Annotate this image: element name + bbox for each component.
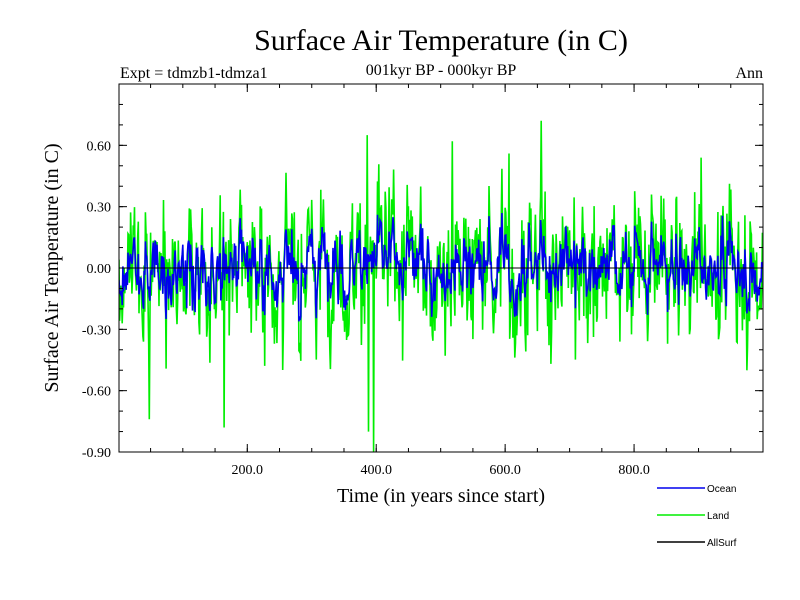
y-tick-label: -0.90 xyxy=(82,446,111,461)
plot-area xyxy=(119,120,763,452)
y-tick-label: -0.60 xyxy=(82,385,111,400)
x-tick-label: 600.0 xyxy=(489,463,521,478)
x-tick-label: 200.0 xyxy=(232,463,264,478)
y-tick-label: -0.30 xyxy=(82,323,111,338)
legend-label-allsurf: AllSurf xyxy=(707,538,737,549)
x-tick-label: 400.0 xyxy=(360,463,392,478)
series-line-ocean xyxy=(119,212,763,322)
experiment-label: Expt = tdmzb1-tdmza1 xyxy=(120,65,268,82)
axes: -0.90 -0.60 -0.30 0.00 0.30 0.60 200.0 400.0 600… xyxy=(82,83,764,478)
chart-subtitle: 001kyr BP - 000kyr BP xyxy=(366,62,517,79)
chart-title: Surface Air Temperature (in C) xyxy=(254,24,628,57)
legend: Ocean Land AllSurf xyxy=(657,484,737,549)
y-tick-label: 0.00 xyxy=(87,262,112,277)
x-axis-label: Time (in years since start) xyxy=(337,485,545,507)
x-tick-label: 800.0 xyxy=(618,463,650,478)
y-tick-label: 0.30 xyxy=(87,201,112,216)
y-tick-label: 0.60 xyxy=(87,139,112,154)
season-label: Ann xyxy=(735,65,763,82)
legend-label-ocean: Ocean xyxy=(707,484,736,495)
legend-label-land: Land xyxy=(707,511,729,522)
y-axis-label: Surface Air Temperature (in C) xyxy=(41,143,63,392)
